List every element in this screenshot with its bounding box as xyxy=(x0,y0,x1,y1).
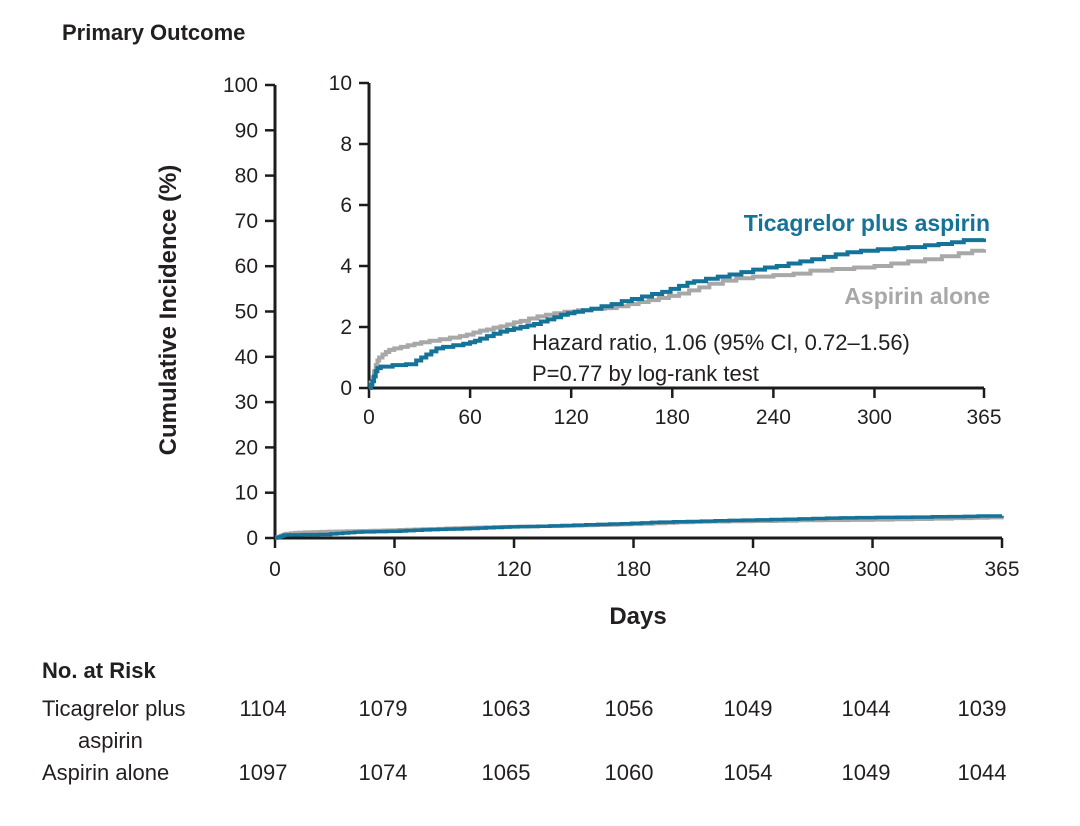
risk-value: 1049 xyxy=(841,760,891,785)
main-plot-curves xyxy=(275,514,1004,540)
axis-line xyxy=(273,85,1002,540)
chart-canvas: Cumulative Incidence (%) Days Ticagrelor… xyxy=(155,72,1020,630)
y-tick-label: 50 xyxy=(235,301,258,324)
inset-plot-curves xyxy=(368,238,986,390)
y-tick-label: 30 xyxy=(235,391,258,414)
x-tick-label: 60 xyxy=(458,406,481,429)
y-tick-label: 2 xyxy=(340,316,352,339)
risk-value: 1074 xyxy=(358,760,408,785)
risk-value: 1049 xyxy=(723,696,773,721)
y-tick-label: 6 xyxy=(340,194,352,217)
x-axis-label: Days xyxy=(609,603,666,630)
risk-value: 1044 xyxy=(957,760,1007,785)
y-tick-label: 10 xyxy=(235,482,258,505)
risk-table-header: No. at Risk xyxy=(42,658,156,683)
x-tick-label: 365 xyxy=(966,406,1001,429)
y-tick-label: 80 xyxy=(235,165,258,188)
legend-aspirin-label: Aspirin alone xyxy=(844,283,990,309)
hazard-ratio-annotation: Hazard ratio, 1.06 (95% CI, 0.72–1.56) xyxy=(532,330,910,355)
x-tick-label: 0 xyxy=(269,558,281,581)
y-tick-label: 100 xyxy=(223,74,258,97)
risk-value: 1104 xyxy=(239,696,287,721)
pvalue-annotation: P=0.77 by log-rank test xyxy=(532,361,759,386)
risk-row-label: aspirin xyxy=(78,728,143,753)
x-tick-label: 0 xyxy=(363,406,375,429)
ticagrelor-curve xyxy=(275,514,1004,540)
x-tick-label: 240 xyxy=(736,558,771,581)
y-axis-label: Cumulative Incidence (%) xyxy=(155,165,182,456)
x-tick-label: 365 xyxy=(984,558,1019,581)
x-tick-label: 240 xyxy=(756,406,791,429)
y-tick-label: 4 xyxy=(340,255,352,278)
risk-value: 1065 xyxy=(481,760,531,785)
risk-value: 1060 xyxy=(604,760,654,785)
y-tick-label: 0 xyxy=(246,527,258,550)
risk-value: 1079 xyxy=(358,696,408,721)
risk-value: 1054 xyxy=(723,760,773,785)
risk-row-label: Ticagrelor plus xyxy=(42,696,186,721)
risk-value: 1097 xyxy=(238,760,288,785)
y-tick-label: 20 xyxy=(235,436,258,459)
x-tick-label: 300 xyxy=(857,406,892,429)
x-tick-label: 180 xyxy=(655,406,690,429)
aspirin-alone-curve xyxy=(368,248,986,390)
risk-value: 1044 xyxy=(841,696,891,721)
risk-value: 1056 xyxy=(604,696,654,721)
risk-value: 1063 xyxy=(481,696,531,721)
y-tick-label: 40 xyxy=(235,346,258,369)
y-tick-label: 70 xyxy=(235,210,258,233)
risk-row-label: Aspirin alone xyxy=(42,760,170,785)
inset-plot-axes: 0 2 4 6 8 10 0 60 120 180 240 300 365 xyxy=(329,72,1002,429)
y-tick-label: 90 xyxy=(235,119,258,142)
y-tick-label: 60 xyxy=(235,255,258,278)
x-tick-label: 300 xyxy=(855,558,890,581)
y-tick-label: 10 xyxy=(329,72,352,95)
legend-ticagrelor-label: Ticagrelor plus aspirin xyxy=(744,210,990,236)
aspirin-alone-curve xyxy=(275,515,1004,540)
x-tick-label: 120 xyxy=(496,558,531,581)
risk-value: 1039 xyxy=(957,696,1007,721)
x-tick-label: 180 xyxy=(616,558,651,581)
y-tick-label: 0 xyxy=(340,377,352,400)
y-tick-label: 8 xyxy=(340,133,352,156)
figure-title: Primary Outcome xyxy=(62,20,246,45)
x-tick-label: 120 xyxy=(554,406,589,429)
x-tick-label: 60 xyxy=(383,558,406,581)
ticagrelor-curve xyxy=(368,238,986,390)
